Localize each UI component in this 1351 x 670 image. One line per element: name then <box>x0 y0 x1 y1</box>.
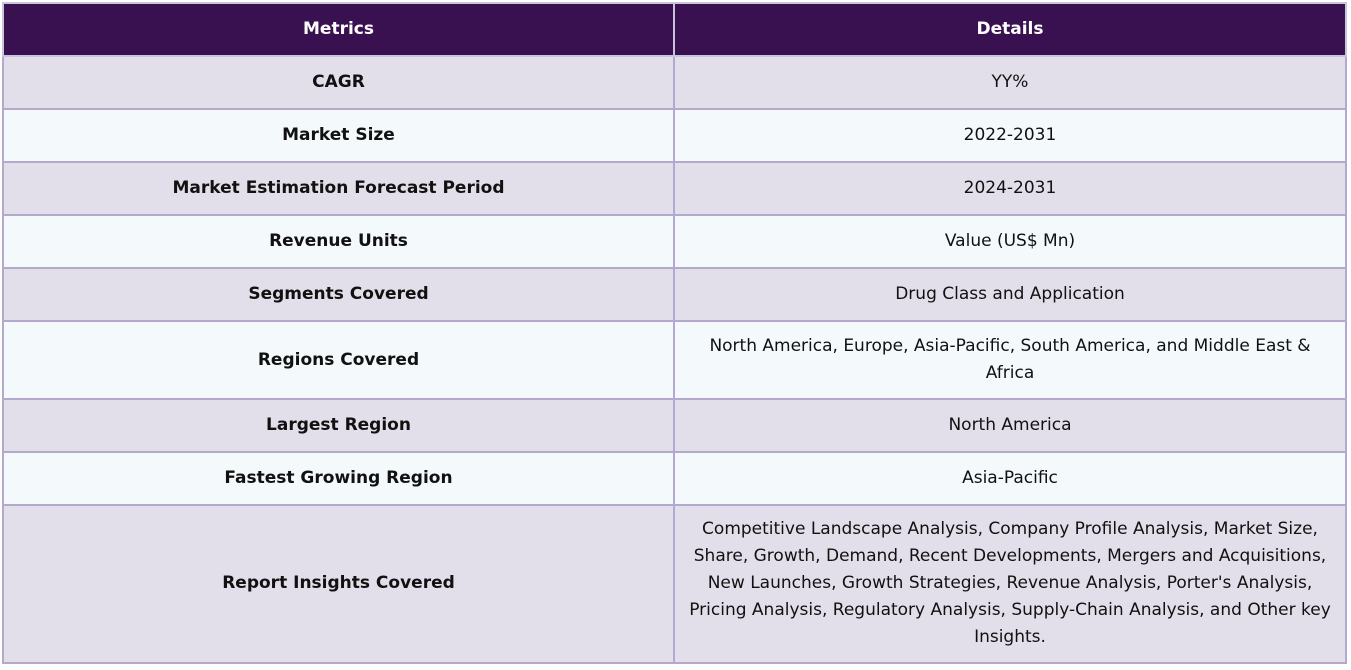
metric-cell: Report Insights Covered <box>2 504 675 664</box>
metric-cell: Fastest Growing Region <box>2 451 675 506</box>
detail-cell: Asia-Pacific <box>673 451 1347 506</box>
detail-cell: Drug Class and Application <box>673 267 1347 322</box>
detail-cell: YY% <box>673 55 1347 110</box>
header-metrics: Metrics <box>2 2 675 57</box>
detail-cell: Competitive Landscape Analysis, Company … <box>673 504 1347 664</box>
metric-cell: Revenue Units <box>2 214 675 269</box>
table-row: Market Size 2022-2031 <box>2 108 1347 163</box>
detail-cell: Value (US$ Mn) <box>673 214 1347 269</box>
table-row: Segments Covered Drug Class and Applicat… <box>2 267 1347 322</box>
detail-cell: North America <box>673 398 1347 453</box>
table-row: Regions Covered North America, Europe, A… <box>2 320 1347 400</box>
metric-cell: Market Estimation Forecast Period <box>2 161 675 216</box>
detail-cell: 2022-2031 <box>673 108 1347 163</box>
metric-cell: Market Size <box>2 108 675 163</box>
table-row: Fastest Growing Region Asia-Pacific <box>2 451 1347 506</box>
table-header-row: Metrics Details <box>2 2 1347 57</box>
metric-cell: Largest Region <box>2 398 675 453</box>
detail-cell: North America, Europe, Asia-Pacific, Sou… <box>673 320 1347 400</box>
table-row: Report Insights Covered Competitive Land… <box>2 504 1347 664</box>
detail-cell: 2024-2031 <box>673 161 1347 216</box>
metric-cell: Segments Covered <box>2 267 675 322</box>
table-row: Market Estimation Forecast Period 2024-2… <box>2 161 1347 216</box>
header-details: Details <box>673 2 1347 57</box>
metric-cell: Regions Covered <box>2 320 675 400</box>
table-row: CAGR YY% <box>2 55 1347 110</box>
table-row: Revenue Units Value (US$ Mn) <box>2 214 1347 269</box>
metric-cell: CAGR <box>2 55 675 110</box>
table-row: Largest Region North America <box>2 398 1347 453</box>
